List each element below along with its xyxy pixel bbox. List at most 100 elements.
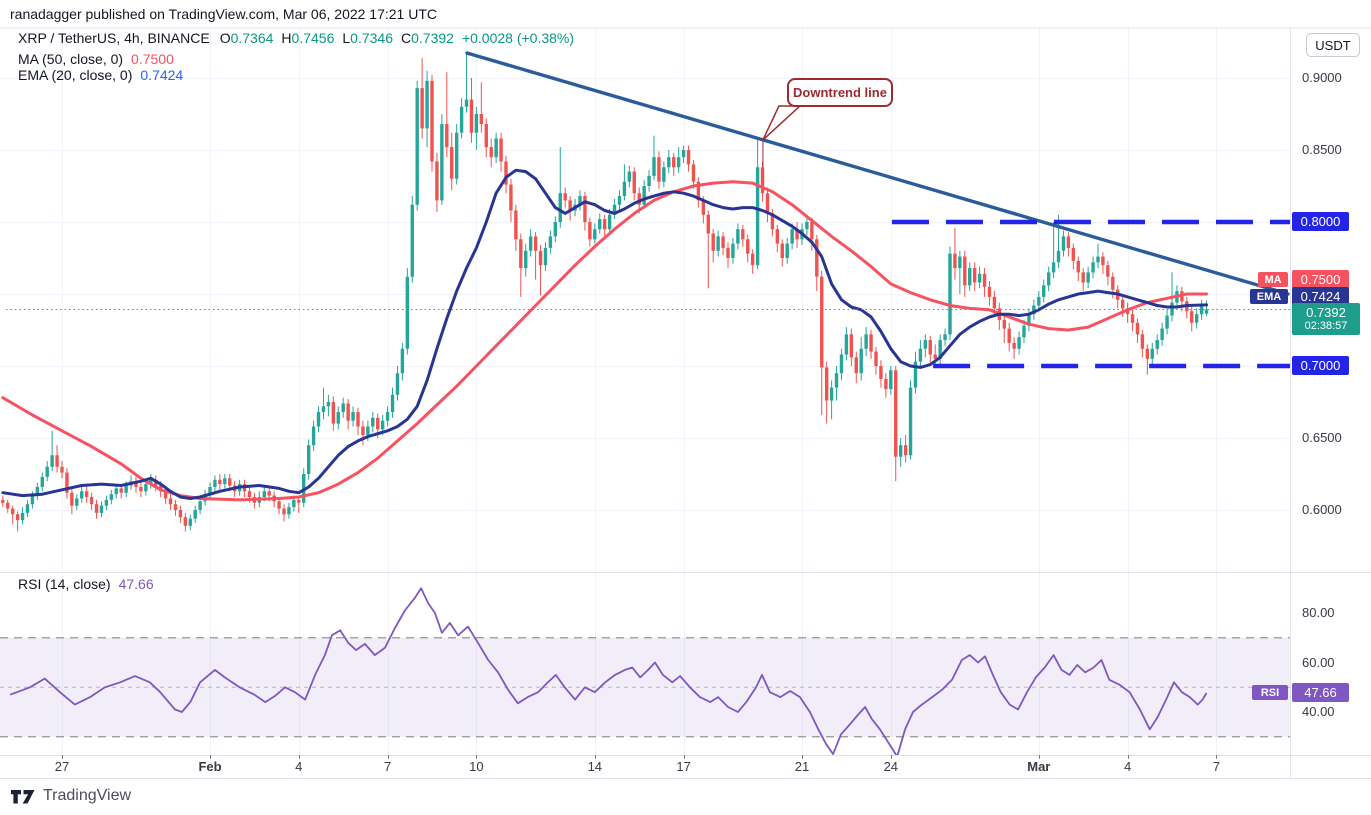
candle-up [208,486,212,495]
candle-down [1135,322,1140,335]
candle-up [968,268,972,286]
bar-countdown: 02:38:57 [1304,320,1348,333]
support-price-badge: 0.7000 [1292,356,1349,375]
rsi-axis-mini-badge: RSI [1252,685,1288,700]
candle-up [923,340,928,349]
candle-up [943,334,947,341]
candle-down [884,378,888,390]
symbol-title: XRP / TetherUS, 4h, BINANCE [18,30,210,46]
candle-down [183,517,188,526]
candle-up [326,402,331,407]
rsi-value-badge: 47.66 [1292,683,1349,702]
ema-value: 0.7424 [140,67,184,83]
candle-down [331,402,336,424]
candle-down [691,164,696,182]
candle-down [361,426,365,436]
candle-down [765,193,770,214]
candle-up [524,250,528,269]
candle-up [662,167,666,182]
last-price-value: 0.7392 [1306,304,1346,320]
candle-up [149,479,153,485]
candle-up [50,455,54,467]
candle-up [731,243,735,258]
ma-axis-mini-badge: MA [1258,272,1288,287]
candle-down [1130,314,1135,323]
candle-up [829,387,834,401]
candle-up [385,412,390,421]
candle-up [415,88,419,205]
candle-up [371,417,375,427]
currency-usdt-button[interactable]: USDT [1306,33,1360,57]
time-axis-scale[interactable] [0,755,1290,778]
candle-down [1140,334,1145,349]
candle-down [903,445,908,456]
candle-up [1150,348,1154,359]
candle-down [874,351,878,366]
candle-up [380,420,385,430]
candle-down [1066,236,1071,248]
candle-up [1096,256,1100,263]
candle-up [548,236,553,248]
candle-down [163,491,168,499]
candle-up [898,445,903,457]
ma-legend: MA (50, close, 0) 0.7500 [18,51,182,67]
candle-down [824,367,829,401]
candle-up [681,150,686,158]
candle-down [1145,348,1150,359]
time-tick-label: 14 [587,759,603,774]
tradingview-logo-icon [11,790,35,804]
price-tick-label: 0.6000 [1302,502,1342,517]
candle-down [356,412,360,427]
candle-up [1022,325,1026,338]
time-tick-label: 4 [295,759,303,774]
candle-up [1086,272,1090,283]
candle-up [213,479,217,487]
candle-down [89,497,94,505]
candle-up [652,157,656,176]
candle-up [99,505,104,513]
candle-up [35,486,40,496]
candle-up [1056,250,1061,263]
candle-down [1012,342,1016,349]
candle-down [247,491,252,498]
candle-down [1081,272,1085,283]
candle-down [583,196,587,222]
candle-up [1032,305,1036,315]
candle-up [958,256,962,269]
tradingview-logo[interactable]: TradingView [10,787,131,805]
ohlc-value: 0.7392 [411,30,454,46]
candle-down [953,253,957,269]
candle-up [341,403,345,413]
time-tick-label: 7 [383,759,392,774]
rsi-line [9,587,1208,755]
price-tick-label: 0.6500 [1302,430,1342,445]
candle-up [938,340,942,359]
candle-down [696,181,701,201]
candle-down [750,253,755,266]
candle-up [80,491,84,499]
candle-down [1071,247,1076,261]
ma-label: MA (50, close, 0) [18,51,124,67]
time-tick-label: 10 [469,759,484,774]
candle-down [15,514,20,521]
candle-up [736,229,740,244]
candle-down [504,161,508,185]
ema-legend: EMA (20, close, 0) 0.7424 [18,67,191,83]
chart-pane[interactable] [0,28,1290,755]
candle-down [1007,328,1011,343]
candle-up [578,196,582,205]
candle-down [1190,311,1194,323]
candle-up [913,361,918,388]
candle-up [109,494,114,500]
ema-price-badge: 0.7424 [1292,287,1349,306]
candle-up [627,171,632,182]
rsi-legend: RSI (14, close) 47.66 [18,576,162,592]
ema-axis-mini-badge: EMA [1250,289,1288,304]
time-tick-label: 27 [54,759,70,774]
candle-up [1160,328,1164,341]
candle-up [977,273,982,283]
candle-up [390,394,395,413]
candle-up [1027,314,1031,326]
